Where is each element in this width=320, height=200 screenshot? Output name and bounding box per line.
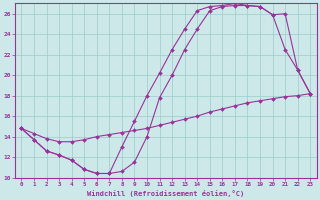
X-axis label: Windchill (Refroidissement éolien,°C): Windchill (Refroidissement éolien,°C) xyxy=(87,190,244,197)
